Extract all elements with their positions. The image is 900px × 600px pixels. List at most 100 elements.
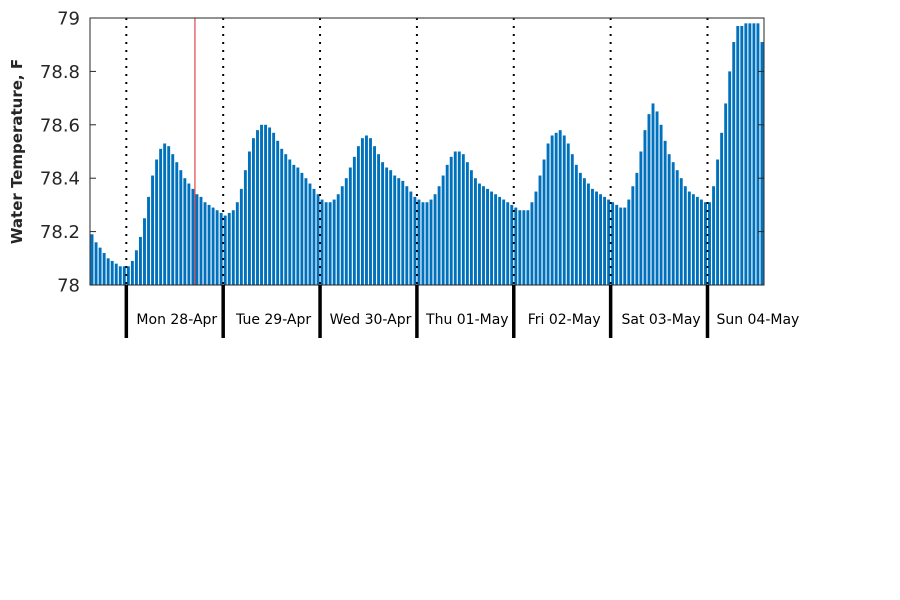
temperature-bar [570, 154, 574, 285]
temperature-bar [510, 204, 514, 285]
temperature-bar [578, 172, 582, 285]
temperature-bar [704, 202, 707, 285]
day-label: Tue 29-Apr [235, 312, 311, 328]
temperature-bar [102, 252, 106, 285]
temperature-bar [554, 132, 558, 285]
temperature-bar [712, 186, 716, 285]
temperature-bar [417, 199, 421, 285]
day-label: Fri 02-May [528, 312, 601, 328]
temperature-bar [498, 196, 502, 285]
temperature-bar [699, 199, 703, 285]
temperature-bar [365, 135, 368, 285]
temperature-bar [647, 114, 651, 286]
temperature-bar [175, 162, 179, 285]
y-axis-label: Water Temperature, F [8, 59, 26, 244]
temperature-bar [728, 71, 732, 286]
temperature-bar [247, 151, 251, 285]
temperature-bar [276, 140, 280, 285]
temperature-bar [461, 154, 465, 285]
temperature-bar [159, 148, 163, 285]
temperature-bar [720, 132, 724, 285]
temperature-bar [429, 199, 433, 285]
temperature-bar [574, 164, 578, 285]
temperature-bar [389, 170, 393, 285]
day-label: Sat 03-May [621, 312, 700, 328]
temperature-bar [284, 154, 288, 285]
temperature-bar [304, 178, 308, 285]
temperature-bar [635, 172, 639, 285]
temperature-bar [215, 210, 219, 285]
temperature-bar [530, 202, 534, 285]
temperature-bar [393, 175, 397, 285]
temperature-bar [695, 196, 699, 285]
y-tick-label: 78 [57, 276, 80, 297]
day-ticks: Mon 28-Apr Tue 29-Apr Wed 30-Apr Thu 01-May… [124, 285, 799, 338]
temperature-bar [405, 186, 409, 285]
temperature-bar [401, 180, 405, 285]
temperature-bar [595, 191, 598, 285]
temperature-bar [441, 175, 445, 285]
temperature-bar [494, 194, 498, 285]
temperature-bar [744, 23, 748, 286]
temperature-bar [619, 207, 623, 285]
temperature-bar [219, 212, 223, 285]
temperature-bar [292, 164, 296, 285]
temperature-bar [679, 178, 683, 285]
temperature-bar [227, 212, 231, 285]
temperature-bar [631, 186, 635, 285]
temperature-bar [643, 130, 647, 285]
temperature-bar [490, 191, 494, 285]
temperature-bar [324, 202, 328, 285]
temperature-bar [550, 135, 554, 285]
temperature-bar [478, 183, 481, 285]
temperature-bar [328, 202, 332, 285]
temperature-bar [256, 130, 259, 285]
temperature-bar [296, 167, 300, 285]
temperature-bar [139, 236, 142, 285]
temperature-bar [469, 170, 473, 285]
temperature-bar [126, 266, 130, 285]
temperature-bar [211, 207, 215, 285]
temperature-bar [675, 170, 679, 285]
temperature-bar [433, 194, 437, 285]
temperature-bar [667, 154, 671, 285]
y-tick-label: 78.4 [40, 169, 80, 190]
temperature-bar [473, 178, 477, 285]
temperature-bar [687, 191, 691, 285]
temperature-bar [740, 26, 744, 285]
axes-box [89, 17, 765, 286]
temperature-bar [599, 194, 602, 285]
temperature-bar [708, 202, 711, 285]
y-axis: 78 78.2 78.4 78.6 78.8 79 [40, 9, 764, 297]
temperature-bar [752, 23, 756, 286]
temperature-bar [651, 103, 655, 285]
temperature-bar [90, 234, 94, 285]
temperature-bar [288, 159, 292, 285]
temperature-bar [506, 202, 510, 285]
y-tick-label: 78.8 [40, 62, 80, 83]
temperature-bar [421, 202, 425, 285]
temperature-bar [369, 138, 372, 285]
temperature-bar [546, 143, 550, 285]
temperature-bar [98, 247, 102, 285]
temperature-bar [143, 218, 146, 285]
temperature-bar [377, 154, 381, 285]
temperature-bar [300, 172, 304, 285]
temperature-bar [732, 42, 736, 285]
temperature-bar [381, 162, 385, 285]
temperature-bar [538, 175, 542, 285]
temperature-bar [235, 202, 239, 285]
temperature-bars [90, 23, 764, 286]
temperature-bar [655, 111, 659, 285]
temperature-bar [457, 151, 461, 285]
temperature-bar [183, 178, 187, 285]
temperature-bar [118, 266, 122, 285]
temperature-bar [716, 159, 720, 285]
y-tick-label: 78.2 [40, 222, 80, 243]
temperature-bar [356, 146, 360, 285]
temperature-bar [611, 202, 615, 285]
temperature-bar [155, 159, 159, 285]
temperature-bar [264, 124, 268, 285]
temperature-bar [260, 124, 263, 285]
